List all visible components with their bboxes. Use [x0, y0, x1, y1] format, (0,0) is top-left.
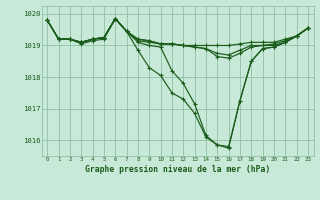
X-axis label: Graphe pression niveau de la mer (hPa): Graphe pression niveau de la mer (hPa) [85, 165, 270, 174]
